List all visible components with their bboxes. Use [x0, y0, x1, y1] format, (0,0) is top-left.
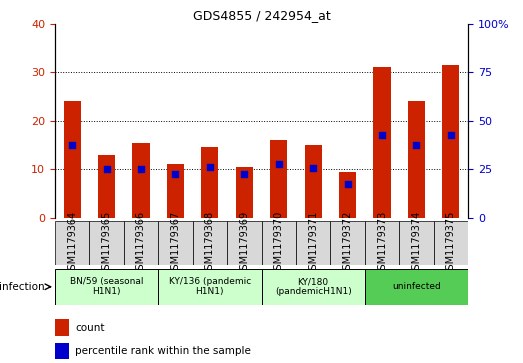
Bar: [124, 221, 158, 265]
Point: [275, 162, 283, 167]
Text: GSM1179369: GSM1179369: [240, 211, 249, 276]
Bar: [434, 221, 468, 265]
Bar: [55, 269, 158, 305]
Text: KY/136 (pandemic
H1N1): KY/136 (pandemic H1N1): [169, 277, 251, 297]
Point: [412, 142, 420, 148]
Point: [206, 164, 214, 170]
Point: [378, 132, 386, 138]
Bar: [296, 221, 331, 265]
Text: GSM1179372: GSM1179372: [343, 211, 353, 276]
Point: [447, 132, 455, 138]
Bar: [408, 101, 425, 218]
Bar: [192, 221, 227, 265]
Text: GSM1179371: GSM1179371: [308, 211, 318, 276]
Text: GSM1179367: GSM1179367: [170, 211, 180, 276]
Text: uninfected: uninfected: [392, 282, 441, 291]
Text: GSM1179366: GSM1179366: [136, 211, 146, 276]
Point: [344, 181, 352, 187]
Bar: [365, 269, 468, 305]
Point: [137, 166, 145, 172]
Bar: [339, 172, 356, 218]
Bar: [55, 343, 70, 359]
Text: GSM1179365: GSM1179365: [101, 211, 111, 276]
Text: percentile rank within the sample: percentile rank within the sample: [75, 346, 251, 356]
Bar: [304, 145, 322, 218]
Point: [240, 171, 248, 177]
Text: GSM1179364: GSM1179364: [67, 211, 77, 276]
Bar: [132, 143, 150, 218]
Bar: [262, 269, 365, 305]
Text: GSM1179375: GSM1179375: [446, 211, 456, 276]
Bar: [442, 65, 460, 218]
Text: count: count: [75, 322, 105, 333]
Text: GSM1179370: GSM1179370: [274, 211, 283, 276]
Text: GSM1179373: GSM1179373: [377, 211, 387, 276]
Bar: [331, 221, 365, 265]
Text: KY/180
(pandemicH1N1): KY/180 (pandemicH1N1): [275, 277, 351, 297]
Point: [171, 171, 179, 177]
Bar: [365, 221, 399, 265]
Text: GSM1179368: GSM1179368: [205, 211, 215, 276]
Bar: [236, 167, 253, 218]
Text: BN/59 (seasonal
H1N1): BN/59 (seasonal H1N1): [70, 277, 143, 297]
Bar: [270, 140, 287, 218]
Bar: [399, 221, 434, 265]
Bar: [63, 101, 81, 218]
Title: GDS4855 / 242954_at: GDS4855 / 242954_at: [192, 9, 331, 23]
Bar: [55, 319, 70, 336]
Bar: [158, 269, 262, 305]
Text: GSM1179374: GSM1179374: [412, 211, 422, 276]
Bar: [227, 221, 262, 265]
Bar: [89, 221, 124, 265]
Bar: [201, 147, 219, 218]
Bar: [98, 155, 115, 218]
Bar: [158, 221, 192, 265]
Bar: [167, 164, 184, 218]
Point: [103, 166, 111, 172]
Bar: [262, 221, 296, 265]
Text: infection: infection: [0, 282, 44, 292]
Bar: [55, 221, 89, 265]
Point: [309, 166, 317, 171]
Point: [68, 142, 76, 148]
Bar: [373, 67, 391, 218]
